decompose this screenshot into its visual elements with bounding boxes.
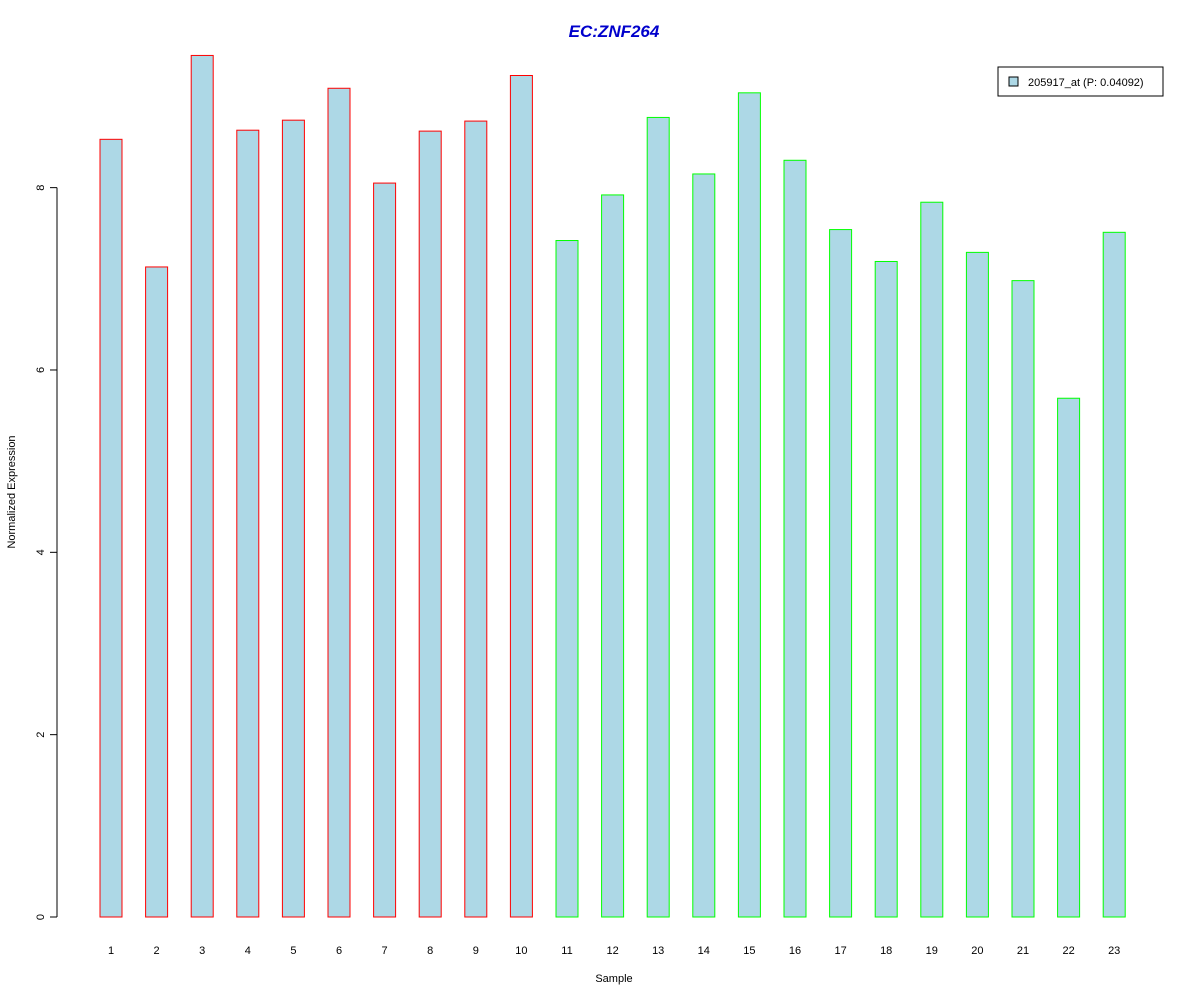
bar-sample-17 xyxy=(829,229,853,918)
x-tick-label: 22 xyxy=(1062,945,1074,957)
bar-sample-19 xyxy=(920,201,944,918)
bar-sample-1 xyxy=(99,138,123,918)
y-tick-label: 4 xyxy=(35,549,47,555)
x-tick-label: 1 xyxy=(108,945,114,957)
bar-sample-7 xyxy=(373,182,397,918)
x-tick-label: 13 xyxy=(652,945,664,957)
chart-title: EC:ZNF264 xyxy=(569,22,660,41)
x-tick-label: 6 xyxy=(336,945,342,957)
bar-sample-22 xyxy=(1057,397,1081,918)
y-axis: 0 2 4 6 8 xyxy=(35,185,58,920)
x-tick-label: 19 xyxy=(926,945,938,957)
legend-swatch xyxy=(1008,76,1019,87)
x-tick-label: 8 xyxy=(427,945,433,957)
bar-sample-2 xyxy=(145,266,169,918)
y-tick-label: 2 xyxy=(35,732,47,738)
legend-series-label: 205917_at (P: 0.04092) xyxy=(1028,77,1144,89)
x-tick-label: 4 xyxy=(245,945,251,957)
x-tick-label: 16 xyxy=(789,945,801,957)
bar-sample-11 xyxy=(555,240,579,918)
x-tick-label: 10 xyxy=(515,945,527,957)
x-tick-label: 15 xyxy=(743,945,755,957)
y-tick-label: 0 xyxy=(35,914,47,920)
x-tick-label: 5 xyxy=(290,945,296,957)
x-tick-label: 9 xyxy=(473,945,479,957)
x-tick-label: 14 xyxy=(698,945,710,957)
y-axis-label: Normalized Expression xyxy=(6,435,18,548)
x-tick-label: 23 xyxy=(1108,945,1120,957)
x-tick-label: 21 xyxy=(1017,945,1029,957)
x-tick-label: 7 xyxy=(382,945,388,957)
bar-sample-14 xyxy=(692,173,716,918)
bar-sample-8 xyxy=(418,130,442,918)
bar-sample-10 xyxy=(509,74,533,918)
x-tick-label: 3 xyxy=(199,945,205,957)
bar-sample-21 xyxy=(1011,280,1035,918)
x-tick-label: 18 xyxy=(880,945,892,957)
y-tick-label: 6 xyxy=(35,367,47,373)
x-tick-label: 11 xyxy=(561,945,572,957)
x-tick-labels: 1 2 3 4 5 6 7 8 9 10 11 12 13 14 15 16 17 18 19 20 21 22 23 xyxy=(108,945,1120,957)
x-tick-label: 12 xyxy=(606,945,618,957)
bars-group xyxy=(99,54,1126,918)
bar-sample-3 xyxy=(190,54,214,918)
bar-sample-13 xyxy=(646,116,670,918)
legend: 205917_at (P: 0.04092) xyxy=(997,66,1164,97)
bar-sample-12 xyxy=(601,194,625,918)
bar-sample-9 xyxy=(464,120,488,918)
y-tick-label: 8 xyxy=(35,185,47,191)
x-axis-label: Sample xyxy=(595,973,632,985)
bar-sample-5 xyxy=(281,119,305,918)
bar-sample-15 xyxy=(737,92,761,918)
bar-sample-16 xyxy=(783,159,807,918)
x-tick-label: 17 xyxy=(834,945,846,957)
bar-sample-23 xyxy=(1102,231,1126,918)
bar-sample-20 xyxy=(965,251,989,918)
bar-sample-4 xyxy=(236,129,260,918)
legend-box xyxy=(997,66,1164,97)
x-tick-label: 2 xyxy=(154,945,160,957)
x-tick-label: 20 xyxy=(971,945,983,957)
bar-sample-6 xyxy=(327,87,351,918)
bar-sample-18 xyxy=(874,260,898,918)
